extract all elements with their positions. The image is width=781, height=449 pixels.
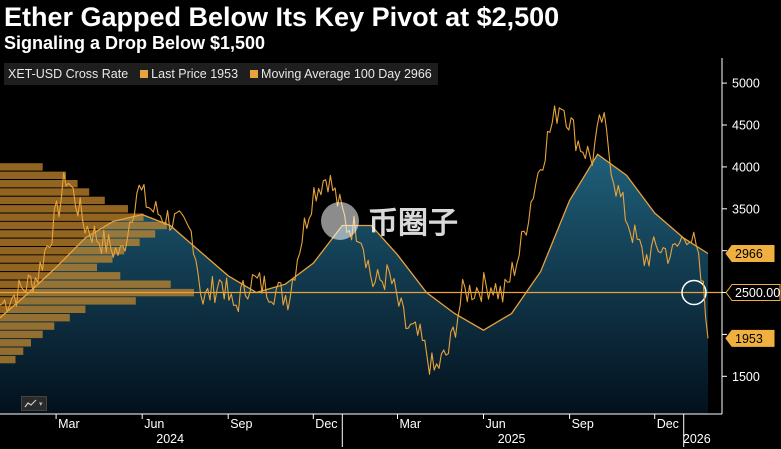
x-tick-label: Sep	[230, 417, 252, 431]
volume-profile-bar	[0, 213, 144, 221]
legend-item-last-price: Last Price 1953	[140, 67, 238, 81]
legend-label: Moving Average 100 Day 2966	[261, 67, 432, 81]
x-tick-label: Mar	[58, 417, 80, 431]
y-tick-label: 4500	[732, 119, 760, 133]
legend-swatch-icon	[250, 70, 259, 78]
legend-item-cross-rate: XET-USD Cross Rate	[8, 67, 128, 81]
volume-profile-bar	[0, 171, 66, 179]
volume-profile-bar	[0, 196, 105, 205]
volume-profile-bar	[0, 205, 128, 213]
x-tick-label: Dec	[657, 417, 679, 431]
year-label: 2024	[156, 432, 184, 446]
y-tick-label: 5000	[732, 77, 760, 91]
volume-profile-bar	[0, 180, 78, 188]
volume-profile-bar	[0, 188, 90, 196]
y-tick-label: 3500	[732, 202, 760, 216]
volume-profile-bar	[0, 330, 43, 339]
legend-swatch-icon	[140, 70, 149, 78]
moving-average-area	[0, 154, 708, 415]
legend-label: Last Price 1953	[151, 67, 239, 81]
volume-profile-bar	[0, 230, 156, 238]
year-label: 2026	[683, 432, 711, 446]
line-chart-icon	[24, 399, 37, 408]
x-tick-label: Dec	[315, 417, 337, 431]
chevron-down-icon: ▾	[39, 400, 43, 408]
watermark-logo-icon	[321, 202, 359, 240]
volume-profile-bar	[0, 297, 136, 305]
y-tick-label: 4000	[732, 160, 760, 174]
y-tick-label: 1500	[732, 370, 760, 384]
chart-subtitle: Signaling a Drop Below $1,500	[4, 33, 266, 53]
volume-profile-bar	[0, 263, 97, 272]
volume-profile-bar	[0, 247, 125, 255]
chart-tool-button[interactable]: ▾	[21, 396, 47, 411]
volume-profile-bar	[0, 280, 171, 288]
volume-profile-bar	[0, 322, 55, 330]
volume-profile-bar	[0, 339, 31, 347]
x-tick-label: Mar	[400, 417, 422, 431]
x-tick-label: Jun	[144, 417, 164, 431]
value-tag-label: 1953	[735, 332, 763, 346]
volume-profile-bar	[0, 305, 86, 313]
year-label: 2025	[498, 432, 526, 446]
value-tag	[725, 245, 775, 263]
volume-profile-bar	[0, 238, 140, 246]
value-tag	[725, 329, 775, 347]
volume-profile-bar	[0, 272, 121, 280]
x-tick-label: Sep	[572, 417, 594, 431]
value-tag-label: 2966	[735, 247, 763, 261]
legend-label: XET-USD Cross Rate	[8, 67, 129, 81]
value-tag-label: 2500.00	[735, 286, 780, 300]
volume-profile-bar	[0, 347, 24, 355]
volume-profile-bar	[0, 255, 113, 263]
circle-marker-icon	[681, 279, 707, 306]
chart-title: Ether Gapped Below Its Key Pivot at $2,5…	[4, 2, 560, 32]
x-tick-label: Jun	[486, 417, 506, 431]
watermark-text: 币圈子	[368, 206, 458, 241]
volume-profile-bar	[0, 314, 70, 322]
volume-profile-bar	[0, 163, 43, 171]
value-tag	[725, 284, 781, 302]
legend-item-moving-average: Moving Average 100 Day 2966	[250, 67, 432, 81]
volume-profile-bar	[0, 355, 16, 364]
chart-legend: XET-USD Cross Rate Last Price 1953 Movin…	[4, 63, 438, 85]
